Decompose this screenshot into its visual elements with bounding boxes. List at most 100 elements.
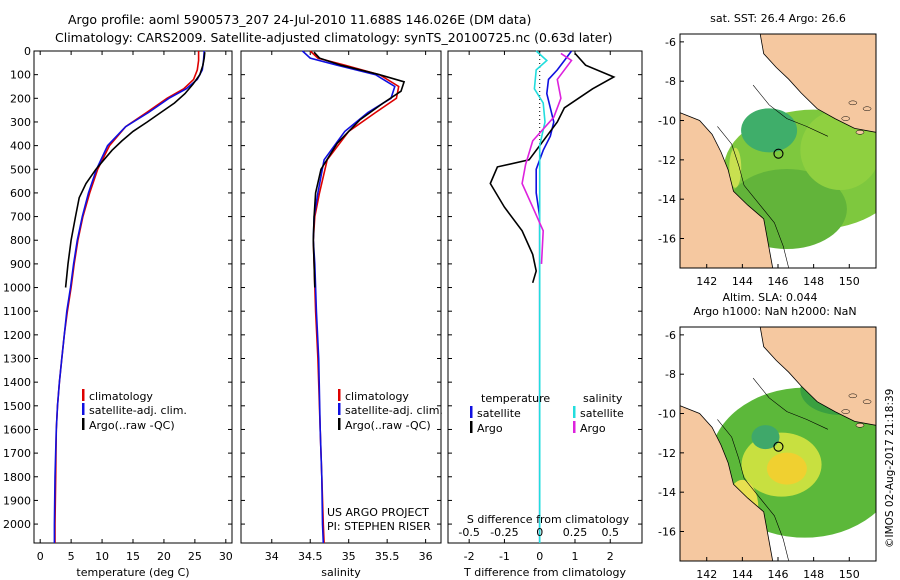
credit-label: ©IMOS 02-Aug-2017 21:18:39: [884, 389, 896, 548]
x2-axis-label: S difference from climatology: [467, 513, 630, 526]
y-tick-label: 1200: [3, 329, 31, 342]
x-tick-label: 35: [342, 550, 356, 563]
legend-swatch: [470, 406, 473, 418]
legend-swatch: [470, 421, 473, 433]
y-tick-label: 1500: [3, 400, 31, 413]
profile-location-marker: [773, 441, 784, 452]
y-tick-label: 800: [10, 234, 31, 247]
y-tick-label: 400: [10, 140, 31, 153]
x-tick-label: 142: [696, 568, 717, 580]
legend-entry: satellite: [580, 407, 624, 420]
x-tick-label: 1: [571, 550, 578, 563]
header-line2: Climatology: CARS2009. Satellite-adjuste…: [55, 30, 612, 45]
field-patch: [800, 110, 876, 191]
x-tick-label: 15: [126, 550, 140, 563]
legend-entry: satellite: [477, 407, 521, 420]
y-tick-label: -6: [665, 36, 676, 49]
header-line1: Argo profile: aoml 5900573_207 24-Jul-20…: [68, 12, 531, 27]
x-tick-label: 34.5: [298, 550, 323, 563]
y-tick-label: 1100: [3, 305, 31, 318]
legend-entry: satellite-adj. clim.: [89, 404, 187, 417]
legend-swatch: [338, 403, 341, 415]
x-tick-label: -2: [464, 550, 475, 563]
project-label: US ARGO PROJECT: [327, 506, 429, 519]
sst-map-title: sat. SST: 26.4 Argo: 26.6: [710, 12, 846, 25]
x-tick-label: 34: [265, 550, 279, 563]
x-tick-label: 10: [95, 550, 109, 563]
legend-entry: climatology: [345, 390, 409, 403]
reef-contour: [717, 419, 789, 561]
series-line-climatology: [54, 51, 200, 543]
x-tick-label: 148: [803, 275, 824, 288]
y-tick-label: 600: [10, 187, 31, 200]
land-papua-new-guinea: [680, 327, 876, 426]
series-line-satellite: [53, 50, 205, 543]
y-tick-label: -6: [665, 329, 676, 342]
legend-swatch: [338, 389, 341, 401]
series-line-t-satellite: [535, 50, 573, 543]
island: [848, 393, 858, 399]
x-tick-label: 146: [768, 275, 789, 288]
y-tick-label: 0: [24, 45, 31, 58]
x-tick-label: 0: [37, 550, 44, 563]
y-tick-label: -10: [658, 115, 676, 128]
panel-difference: -2 -1 0 1 2 T difference from climatology -0.5…: [447, 50, 643, 579]
plot-frame: [33, 50, 233, 544]
panel-salinity: 34 34.5 35 35.5 36 salinity climatologysatelli…: [240, 50, 443, 579]
reef-contour: [717, 126, 789, 268]
y-tick-label: 700: [10, 211, 31, 224]
pi-label: PI: STEPHEN RISER: [327, 520, 431, 533]
x-tick-label: 0: [536, 550, 543, 563]
legend-swatch: [573, 406, 576, 418]
legend-entry: Argo(..raw -QC): [89, 419, 175, 432]
y-tick-label: 1700: [3, 447, 31, 460]
island: [855, 423, 865, 428]
sla-map-subtitle: Argo h1000: NaN h2000: NaN: [693, 305, 856, 318]
legend-entry: Argo: [580, 422, 606, 435]
series-line-s-satellite: [533, 50, 549, 543]
map-panels: 142 144 146 148 150 -6 -8 -10 -12 -14 -16 142 144 146…: [658, 12, 877, 580]
field-patch: [766, 452, 807, 485]
series-line-argo: [64, 52, 206, 288]
x-tick-label: 142: [696, 275, 717, 288]
series-line-satellite: [301, 50, 396, 544]
y-tick-label: 900: [10, 258, 31, 271]
x2-tick-label: 0: [536, 526, 543, 539]
y-tick-label: -12: [658, 447, 676, 460]
island: [862, 399, 872, 404]
y-tick-label: 1000: [3, 282, 31, 295]
legend-entry: climatology: [89, 390, 153, 403]
y-tick-label: -16: [658, 526, 676, 539]
x-tick-label: 144: [732, 568, 753, 580]
x2-tick-label: -0.5: [458, 526, 479, 539]
legend-swatch: [82, 418, 85, 430]
y-tick-label: -14: [658, 486, 676, 499]
map-sst-map: 142 144 146 148 150 -6 -8 -10 -12 -14 -16: [658, 33, 877, 288]
x-tick-label: 150: [839, 275, 860, 288]
island: [848, 100, 858, 106]
map-sla-map: 142 144 146 148 150 -6 -8 -10 -12 -14 -16: [658, 326, 877, 580]
y-tick-label: 300: [10, 116, 31, 129]
legend-swatch: [573, 421, 576, 433]
field-patch: [751, 425, 780, 450]
legend-entry: satellite-adj. clim.: [345, 404, 443, 417]
y-tick-label: -16: [658, 233, 676, 246]
legend-heading-salinity: salinity: [583, 392, 623, 405]
x-axis-label: temperature (deg C): [76, 566, 189, 579]
sla-map-title: Altim. SLA: 0.044: [722, 291, 817, 304]
profile-location-marker: [773, 148, 784, 159]
legend-swatch: [338, 418, 341, 430]
x2-tick-label: 0.25: [563, 526, 588, 539]
plot-frame: [240, 50, 442, 544]
x-tick-label: 150: [839, 568, 860, 580]
map-body: [680, 34, 876, 268]
x-tick-label: 20: [157, 550, 171, 563]
legend-swatch: [82, 403, 85, 415]
island: [855, 130, 865, 135]
legend-entry: Argo: [477, 422, 503, 435]
land-cape-york: [680, 112, 774, 268]
y-tick-label: 2000: [3, 518, 31, 531]
x2-tick-label: 0.5: [602, 526, 620, 539]
land-papua-new-guinea: [680, 34, 876, 133]
